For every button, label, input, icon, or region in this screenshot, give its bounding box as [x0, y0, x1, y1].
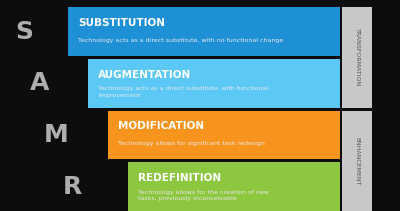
Text: Technology allows for significant task redesign: Technology allows for significant task r…	[118, 141, 265, 146]
Text: Technology allows for the creation of new
tasks, previously inconceivable: Technology allows for the creation of ne…	[138, 190, 269, 201]
Text: SUBSTITUTION: SUBSTITUTION	[78, 18, 165, 28]
FancyBboxPatch shape	[128, 162, 340, 211]
Text: MODIFICATION: MODIFICATION	[118, 121, 204, 131]
Text: A: A	[30, 71, 50, 95]
FancyBboxPatch shape	[68, 7, 340, 56]
Text: TRANSFORMATION: TRANSFORMATION	[354, 28, 360, 87]
Text: S: S	[15, 20, 33, 44]
Text: Technology acts as a direct substitute, with no functional change: Technology acts as a direct substitute, …	[78, 38, 283, 43]
FancyBboxPatch shape	[342, 111, 372, 211]
FancyBboxPatch shape	[108, 111, 340, 159]
FancyBboxPatch shape	[88, 59, 340, 108]
Text: REDEFINITION: REDEFINITION	[138, 173, 221, 183]
Text: M: M	[44, 123, 68, 147]
Text: R: R	[62, 175, 82, 199]
Text: ENHANCEMENT: ENHANCEMENT	[354, 137, 360, 185]
FancyBboxPatch shape	[342, 7, 372, 108]
Text: Technology acts as a direct substitute, with functional
improvement: Technology acts as a direct substitute, …	[98, 87, 268, 98]
Text: AUGMENTATION: AUGMENTATION	[98, 70, 191, 80]
